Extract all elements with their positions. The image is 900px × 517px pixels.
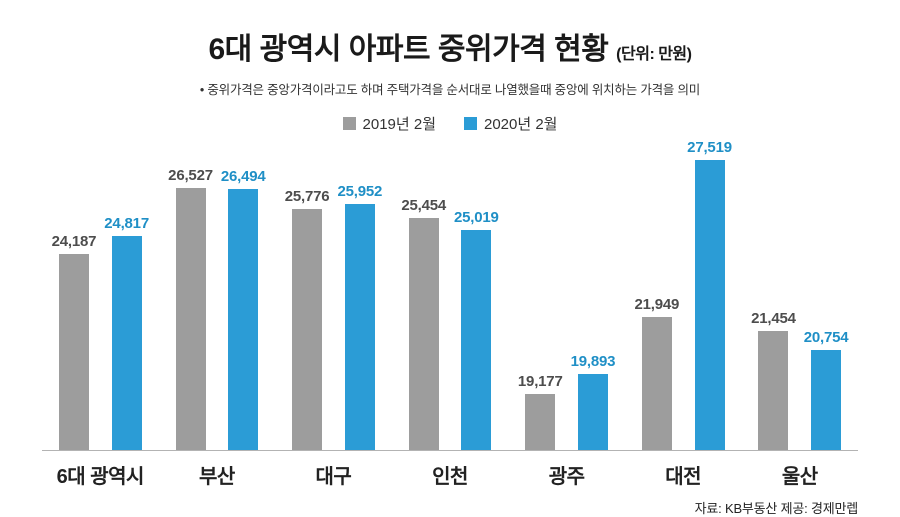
x-axis-labels: 6대 광역시 부산 대구 인천 광주 대전 울산 <box>42 460 858 489</box>
chart-plot-area: 24,187 24,817 26,527 26,494 25,776 25,952 25,4… <box>42 139 858 451</box>
bar-column: 19,177 <box>518 373 563 450</box>
category-label: 대구 <box>315 466 352 488</box>
bar-column: 25,776 <box>285 188 330 450</box>
bar-group: 24,187 24,817 <box>42 215 159 450</box>
bar-group: 21,454 20,754 <box>741 310 858 450</box>
bar <box>758 331 789 450</box>
bar-value-label: 25,019 <box>454 209 499 226</box>
bar-group: 25,454 25,019 <box>392 197 509 450</box>
bar-column: 21,454 <box>751 310 796 450</box>
category-label: 울산 <box>781 466 818 488</box>
bar <box>577 374 608 450</box>
bar <box>175 188 206 450</box>
bar-value-label: 19,893 <box>570 353 616 370</box>
bar-value-label: 21,454 <box>751 310 796 327</box>
legend-item-2020: 2020년 2월 <box>464 113 557 134</box>
bar-value-label: 24,187 <box>51 233 97 250</box>
page-title: 6대 광역시 아파트 중위가격 현황 <box>208 33 609 66</box>
unit-label: (단위: 만원) <box>616 46 692 63</box>
bar <box>811 350 842 450</box>
bar-value-label: 25,454 <box>401 197 447 214</box>
bar-column: 25,019 <box>454 209 499 450</box>
bar <box>228 189 259 450</box>
bar <box>58 254 89 450</box>
chart-subtitle: • 중위가격은 중앙가격이라고도 하며 주택가격을 순서대로 나열했을때 중앙에… <box>199 83 701 97</box>
legend-label-2020: 2020년 2월 <box>484 116 558 133</box>
bar <box>408 218 439 450</box>
bar <box>694 160 725 450</box>
bar-value-label: 24,817 <box>104 215 149 232</box>
source-credit: 자료: KB부동산 제공: 경제만렙 <box>694 501 859 516</box>
page-title-line: 6대 광역시 아파트 중위가격 현황 (단위: 만원) <box>0 24 900 68</box>
bar-column: 27,519 <box>687 139 732 450</box>
bar-column: 20,754 <box>804 329 849 450</box>
bar-value-label: 21,949 <box>634 296 680 313</box>
bar <box>525 394 556 450</box>
category-label: 광주 <box>548 466 585 488</box>
bar-column: 24,817 <box>104 215 149 450</box>
bar-group: 26,527 26,494 <box>159 167 276 450</box>
bar-value-label: 19,177 <box>517 373 563 390</box>
bar <box>641 317 672 450</box>
bar <box>344 204 375 450</box>
category-label: 6대 광역시 <box>56 466 145 488</box>
bar-column: 26,494 <box>221 168 266 450</box>
bar <box>461 230 492 450</box>
category-label: 대전 <box>665 466 702 488</box>
bar <box>292 209 323 450</box>
bar-group: 21,949 27,519 <box>625 139 742 450</box>
bar-value-label: 27,519 <box>687 139 732 156</box>
legend-swatch-2020 <box>464 117 477 130</box>
bar-value-label: 25,952 <box>337 183 383 200</box>
bar-group: 25,776 25,952 <box>275 183 392 450</box>
legend-item-2019: 2019년 2월 <box>342 113 436 134</box>
bar-value-label: 26,527 <box>168 167 213 184</box>
bar-column: 25,952 <box>337 183 382 450</box>
category-label: 부산 <box>198 466 235 488</box>
chart-legend: 2019년 2월 2020년 2월 <box>0 113 900 134</box>
category-label: 인천 <box>432 466 468 488</box>
bar-value-label: 20,754 <box>803 329 849 346</box>
bar-group: 19,177 19,893 <box>508 353 625 450</box>
legend-swatch-2019 <box>342 117 356 130</box>
bar-column: 21,949 <box>634 296 679 450</box>
bar-column: 25,454 <box>401 197 446 450</box>
bar-chart: 24,187 24,817 26,527 26,494 25,776 25,952 25,4… <box>42 139 858 489</box>
bar-column: 26,527 <box>168 167 213 450</box>
chart-header: 6대 광역시 아파트 중위가격 현황 (단위: 만원) • 중위가격은 중앙가격… <box>0 0 900 98</box>
bar <box>111 236 142 450</box>
bar-column: 19,893 <box>570 353 616 450</box>
bar-value-label: 25,776 <box>284 188 330 205</box>
legend-label-2019: 2019년 2월 <box>362 116 436 133</box>
bar-column: 24,187 <box>51 233 97 450</box>
bar-value-label: 26,494 <box>220 168 266 185</box>
